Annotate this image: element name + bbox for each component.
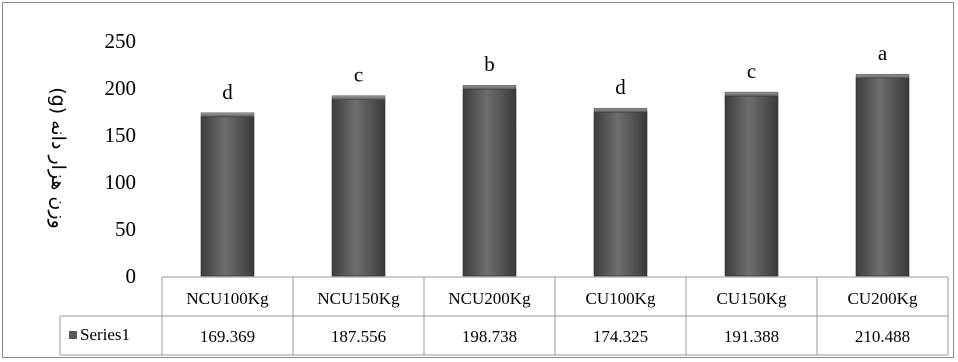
significance-letter: b: [484, 52, 495, 76]
x-category-label: NCU150Kg: [317, 289, 400, 308]
y-tick-label: 250: [105, 29, 137, 53]
y-tick-label: 50: [115, 217, 136, 241]
significance-letters: d c b d c a: [222, 41, 888, 104]
data-table: NCU100Kg 169.369 NCU150Kg 187.556 NCU200Kg 19…: [59, 276, 949, 356]
data-table-value: 174.325: [593, 327, 648, 346]
data-table-value: 169.369: [200, 327, 255, 346]
x-category-label: CU100Kg: [586, 289, 656, 308]
bar-top: [593, 107, 648, 113]
legend-key: [69, 331, 77, 339]
y-tick-label: 0: [126, 264, 137, 288]
significance-letter: d: [222, 80, 233, 104]
y-tick-label: 100: [105, 170, 137, 194]
data-table-value: 198.738: [462, 327, 517, 346]
significance-letter: d: [615, 75, 626, 99]
bar-top: [331, 95, 386, 100]
x-category-label: NCU200Kg: [448, 289, 531, 308]
bar-top: [724, 91, 779, 97]
bar-top: [200, 112, 255, 117]
y-axis: 0 50 100 150 200 250: [105, 29, 137, 288]
bar: [724, 95, 779, 277]
x-category-label: NCU100Kg: [186, 289, 269, 308]
x-category-label: CU200Kg: [848, 289, 918, 308]
bars-group: [200, 73, 910, 277]
bar-top: [855, 73, 910, 79]
bar-top: [462, 84, 517, 90]
x-category-label: CU150Kg: [717, 289, 787, 308]
y-tick-label: 150: [105, 123, 137, 147]
bar: [200, 116, 255, 277]
y-tick-label: 200: [105, 76, 137, 100]
significance-letter: c: [354, 63, 363, 87]
bar: [462, 88, 517, 277]
significance-letter: c: [747, 59, 756, 83]
bar: [855, 77, 910, 277]
data-table-value: 191.388: [724, 327, 779, 346]
legend-series-name: Series1: [80, 325, 130, 344]
significance-letter: a: [878, 41, 888, 65]
bar: [331, 99, 386, 277]
bar: [593, 111, 648, 277]
data-table-value: 187.556: [331, 327, 386, 346]
y-axis-title: وزن هزار دانه (g): [47, 87, 69, 229]
data-table-value: 210.488: [855, 327, 910, 346]
